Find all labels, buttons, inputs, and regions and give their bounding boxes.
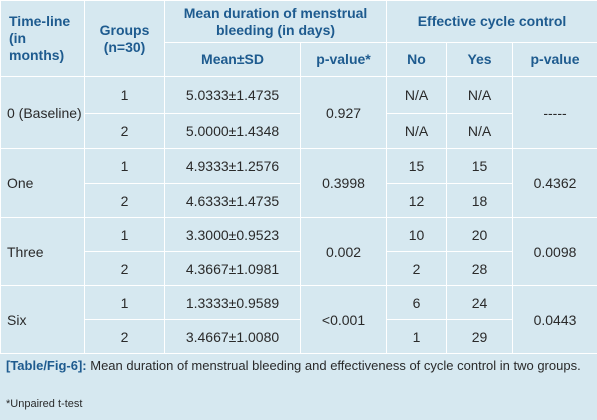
- no-cell: 1: [386, 319, 448, 354]
- p-value-cell: 0.0443: [512, 285, 597, 354]
- header-mean-duration: Mean duration of menstrual bleeding (in …: [163, 0, 388, 43]
- header-groups: Groups (n=30): [84, 0, 165, 77]
- mean-sd-cell: 4.3667±1.0981: [164, 251, 301, 286]
- caption-text: Mean duration of menstrual bleeding and …: [86, 358, 581, 373]
- timeline-cell: 0 (Baseline): [0, 76, 85, 149]
- mean-sd-cell: 5.0000±1.4348: [164, 113, 301, 149]
- header-yes: Yes: [446, 42, 514, 77]
- p-value-cell: 0.927: [299, 76, 388, 149]
- data-table: Time-line (in months) Groups (n=30) Mean…: [0, 0, 597, 354]
- p-value-cell: 0.4362: [512, 148, 597, 218]
- yes-cell: 20: [446, 217, 514, 252]
- caption-label: [Table/Fig-6]:: [6, 358, 87, 373]
- header-p-value-star: p-value*: [299, 42, 388, 77]
- group-cell: 1: [84, 285, 165, 320]
- footnote: *Unpaired t-test: [6, 398, 83, 410]
- header-p-value: p-value: [512, 42, 597, 77]
- no-cell: N/A: [386, 113, 448, 149]
- no-cell: 6: [386, 285, 448, 320]
- yes-cell: N/A: [446, 76, 514, 114]
- group-cell: 2: [84, 319, 165, 354]
- group-cell: 1: [84, 217, 165, 252]
- yes-cell: 29: [446, 319, 514, 354]
- header-mean-sd: Mean±SD: [164, 42, 301, 77]
- table-row: One 1 4.9333±1.2576 0.3998 15 15 0.4362: [0, 148, 597, 218]
- mean-sd-cell: 3.4667±1.0080: [164, 319, 301, 354]
- no-cell: 15: [386, 148, 448, 184]
- timeline-cell: Three: [0, 217, 85, 286]
- group-cell: 2: [84, 113, 165, 149]
- table-caption: [Table/Fig-6]: Mean duration of menstrua…: [6, 358, 591, 374]
- p-value-cell: 0.0098: [512, 217, 597, 286]
- yes-cell: 15: [446, 148, 514, 184]
- mean-sd-cell: 1.3333±0.9589: [164, 285, 301, 320]
- no-cell: 12: [386, 183, 448, 218]
- timeline-cell: One: [0, 148, 85, 218]
- group-cell: 1: [84, 76, 165, 114]
- table-row: Six 1 1.3333±0.9589 <0.001 6 24 0.0443: [0, 285, 597, 354]
- timeline-cell: Six: [0, 285, 85, 354]
- mean-sd-cell: 4.6333±1.4735: [164, 183, 301, 218]
- p-value-cell: -----: [512, 76, 597, 149]
- group-cell: 2: [84, 251, 165, 286]
- mean-sd-cell: 5.0333±1.4735: [164, 76, 301, 114]
- table-row: 2 4.3667±1.0981 2 28: [1, 251, 597, 286]
- mean-sd-cell: 3.3000±0.9523: [164, 217, 301, 252]
- header-row-2: Mean±SD p-value* No Yes p-value: [1, 42, 597, 77]
- no-cell: 2: [386, 251, 448, 286]
- no-cell: N/A: [386, 76, 448, 114]
- yes-cell: 24: [446, 285, 514, 320]
- p-value-cell: <0.001: [299, 285, 388, 354]
- yes-cell: 28: [446, 251, 514, 286]
- p-value-cell: 0.002: [299, 217, 388, 286]
- table-row: 2 3.4667±1.0080 1 29: [1, 319, 597, 354]
- header-effective-cycle: Effective cycle control: [386, 0, 597, 43]
- header-no: No: [386, 42, 448, 77]
- table-row: 0 (Baseline) 1 5.0333±1.4735 0.927 N/A N…: [0, 76, 597, 149]
- group-cell: 1: [84, 148, 165, 184]
- yes-cell: 18: [446, 183, 514, 218]
- header-timeline: Time-line (in months): [0, 0, 85, 77]
- table-row: 2 5.0000±1.4348 N/A N/A: [1, 113, 597, 149]
- yes-cell: N/A: [446, 113, 514, 149]
- table-row: 2 4.6333±1.4735 12 18: [1, 183, 597, 218]
- header-row-1: Time-line (in months) Groups (n=30) Mean…: [0, 0, 597, 77]
- mean-sd-cell: 4.9333±1.2576: [164, 148, 301, 184]
- table-row: Three 1 3.3000±0.9523 0.002 10 20 0.0098: [0, 217, 597, 286]
- no-cell: 10: [386, 217, 448, 252]
- p-value-cell: 0.3998: [299, 148, 388, 218]
- group-cell: 2: [84, 183, 165, 218]
